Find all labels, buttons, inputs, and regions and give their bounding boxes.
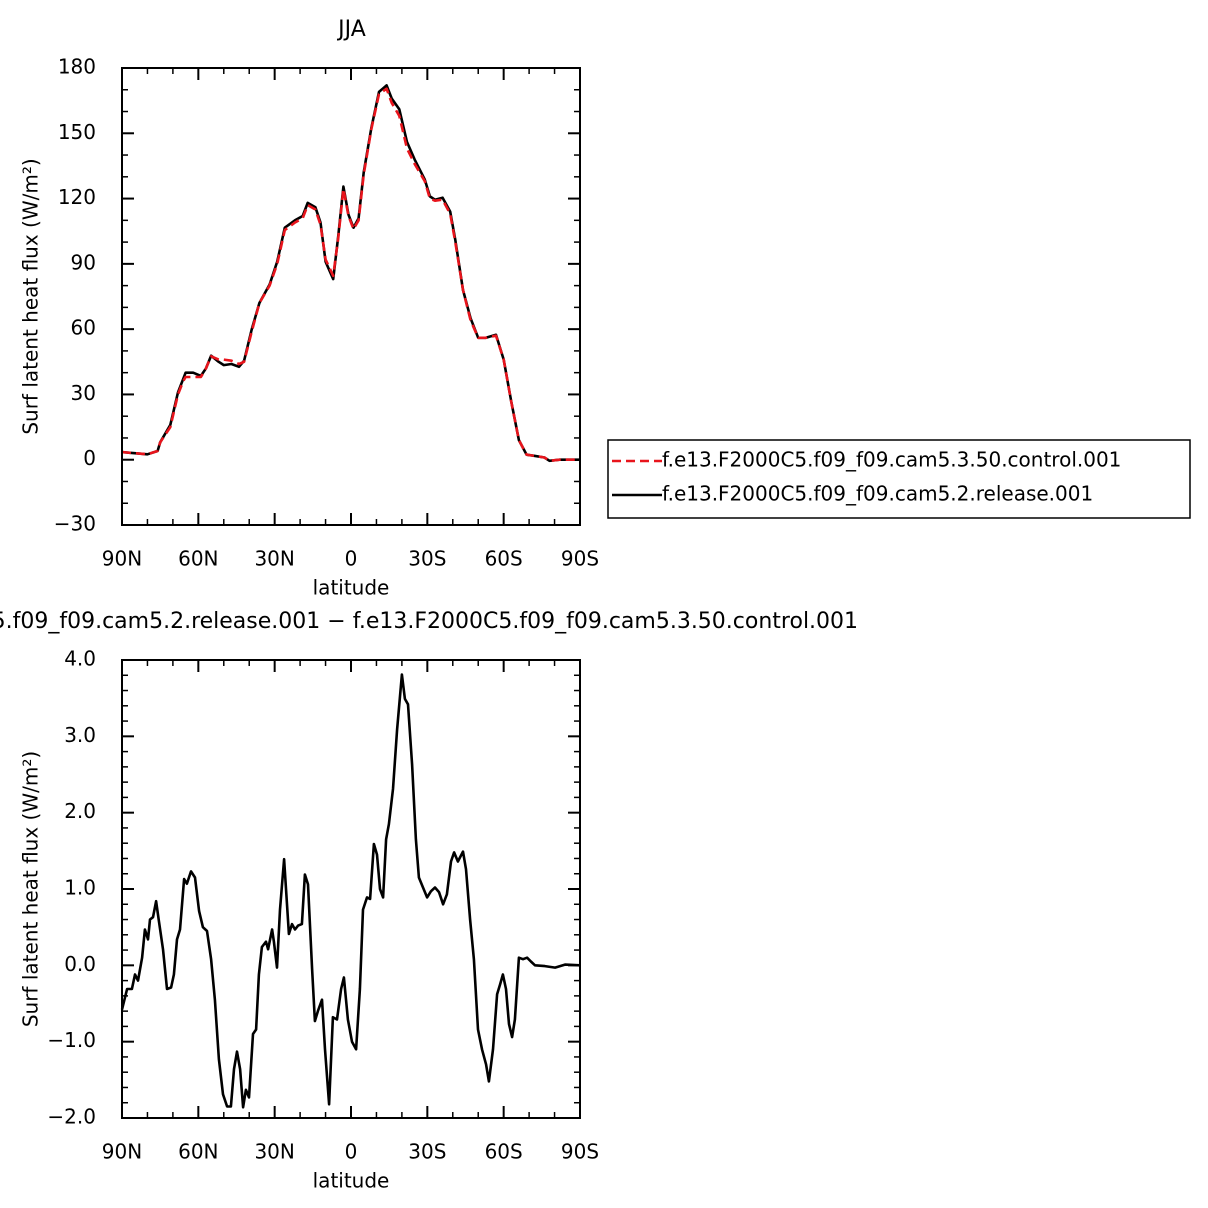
- plot-frame: [121, 659, 581, 1119]
- x-tick-label: 60S: [485, 1140, 523, 1164]
- x-tick-label: 60S: [485, 547, 523, 571]
- y-tick-label: 60: [71, 316, 96, 340]
- chart-title: JJA: [336, 17, 366, 42]
- chart-title: f.e13.F2000C5.f09_f09.cam5.2.release.001…: [0, 609, 858, 634]
- x-tick-label: 0: [345, 547, 358, 571]
- x-tick-label: 90N: [102, 1140, 142, 1164]
- data-line: [120, 673, 581, 1109]
- x-tick-label: 90S: [561, 547, 599, 571]
- legend-box: [607, 439, 1191, 519]
- y-axis-label: Surf latent heat flux (W/m²): [19, 751, 43, 1027]
- x-tick-label: 30N: [254, 1140, 294, 1164]
- y-tick-label: −2.0: [47, 1105, 96, 1129]
- x-tick-label: 30S: [408, 547, 446, 571]
- y-tick-label: 150: [58, 120, 96, 144]
- x-tick-label: 60N: [178, 547, 218, 571]
- y-tick-label: 2.0: [64, 799, 96, 823]
- y-tick-label: 1.0: [64, 876, 96, 900]
- data-line: [121, 87, 580, 463]
- y-tick-label: 30: [71, 381, 96, 405]
- x-axis-label: latitude: [313, 576, 390, 600]
- y-tick-label: 120: [58, 185, 96, 209]
- x-tick-label: 30S: [408, 1140, 446, 1164]
- x-tick-label: 30N: [254, 547, 294, 571]
- legend-label: f.e13.F2000C5.f09_f09.cam5.3.50.control.…: [662, 448, 1121, 472]
- x-tick-label: 90N: [102, 547, 142, 571]
- y-tick-label: 0: [83, 446, 96, 470]
- y-axis-label: Surf latent heat flux (W/m²): [19, 158, 43, 434]
- x-tick-label: 60N: [178, 1140, 218, 1164]
- y-tick-label: 180: [58, 55, 96, 79]
- x-tick-label: 90S: [561, 1140, 599, 1164]
- y-tick-label: 0.0: [64, 952, 96, 976]
- legend-label: f.e13.F2000C5.f09_f09.cam5.2.release.001: [662, 482, 1093, 506]
- y-tick-label: 3.0: [64, 723, 96, 747]
- y-tick-label: 90: [71, 250, 96, 274]
- x-axis-label: latitude: [313, 1169, 390, 1193]
- y-tick-label: −30: [54, 512, 96, 536]
- plot-frame: [121, 67, 581, 526]
- x-tick-label: 0: [345, 1140, 358, 1164]
- y-tick-label: −1.0: [47, 1028, 96, 1052]
- y-tick-label: 4.0: [64, 647, 96, 671]
